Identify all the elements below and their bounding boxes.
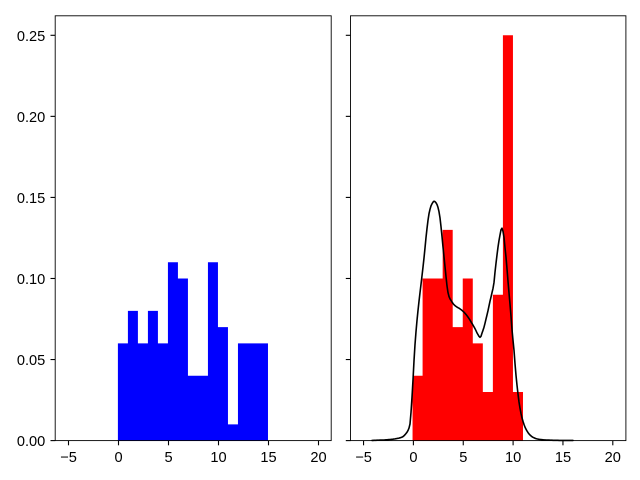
svg-text:20: 20 xyxy=(605,450,621,466)
svg-text:0.00: 0.00 xyxy=(17,434,45,450)
svg-text:0.25: 0.25 xyxy=(17,29,45,45)
svg-text:−5: −5 xyxy=(60,450,77,466)
svg-text:20: 20 xyxy=(310,450,326,466)
svg-text:5: 5 xyxy=(164,450,172,466)
svg-text:0.05: 0.05 xyxy=(17,353,45,369)
svg-text:0: 0 xyxy=(409,450,417,466)
svg-text:10: 10 xyxy=(210,450,226,466)
svg-text:0: 0 xyxy=(114,450,122,466)
svg-text:15: 15 xyxy=(260,450,276,466)
svg-text:0.20: 0.20 xyxy=(17,110,45,126)
svg-text:0.10: 0.10 xyxy=(17,272,45,288)
svg-text:5: 5 xyxy=(459,450,467,466)
svg-text:0.15: 0.15 xyxy=(17,191,45,207)
svg-text:−5: −5 xyxy=(355,450,372,466)
svg-text:10: 10 xyxy=(505,450,521,466)
svg-text:15: 15 xyxy=(555,450,571,466)
